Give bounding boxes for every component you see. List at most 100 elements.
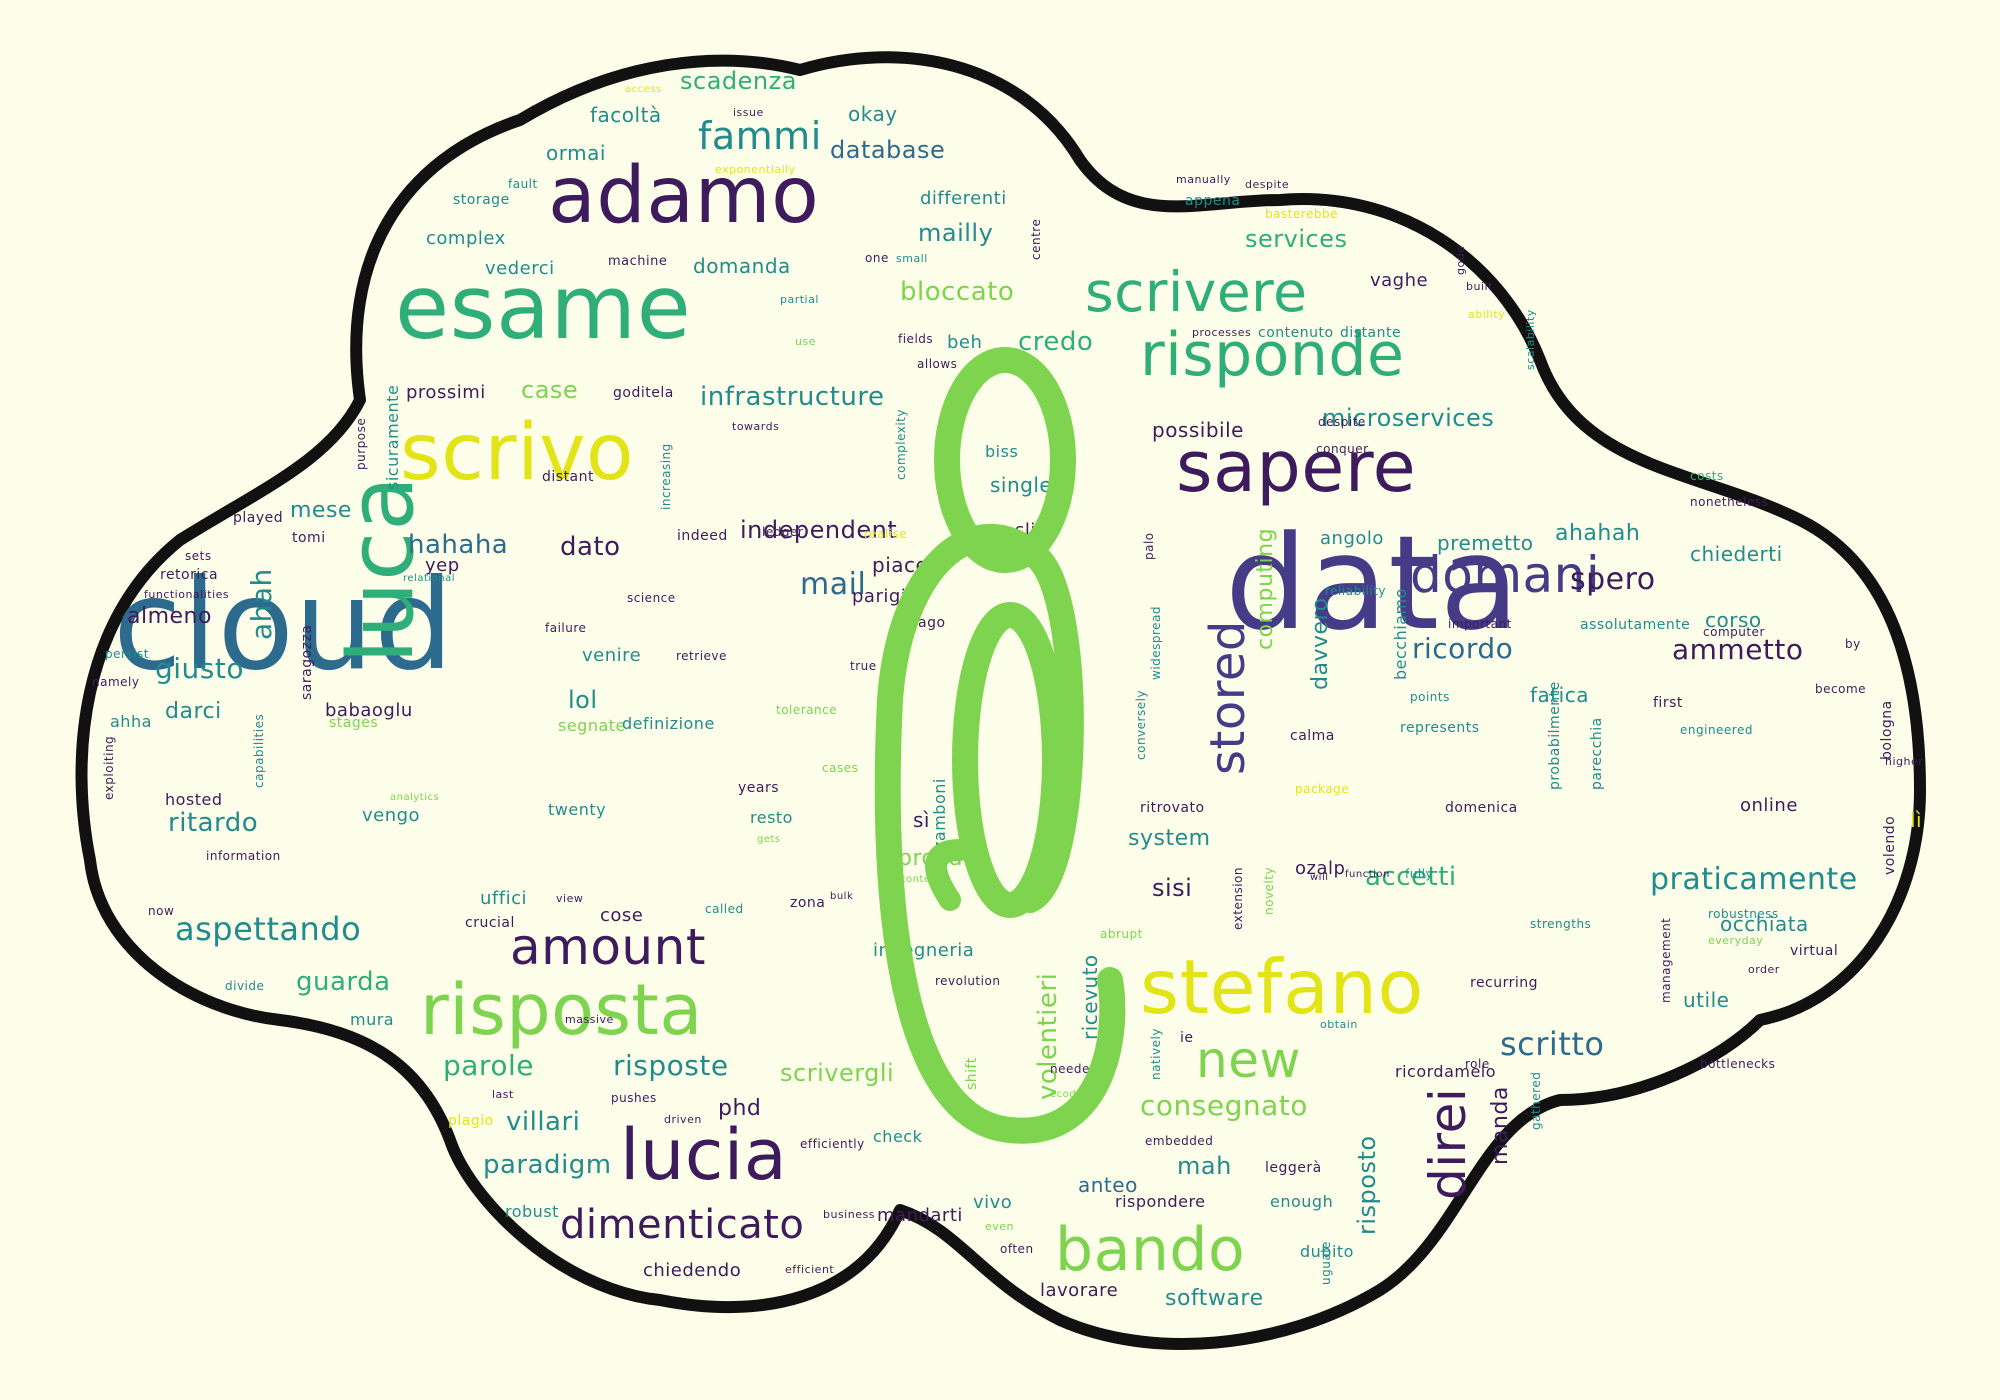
cloud-word: venire: [582, 645, 642, 666]
cloud-word: parole: [443, 1049, 534, 1082]
cloud-word: called: [705, 902, 744, 916]
cloud-outline: [75, 51, 1926, 1350]
cloud-word: giusto: [155, 652, 244, 685]
cloud-word: uffici: [480, 888, 527, 909]
cloud-word: fields: [898, 332, 934, 346]
cloud-word: machine: [608, 254, 668, 269]
cloud-word: package: [1295, 782, 1350, 796]
cloud-word: often: [1000, 1242, 1034, 1256]
cloud-word: strengths: [1530, 917, 1592, 931]
cloud-word: one: [865, 251, 889, 265]
cloud-word: fault: [508, 177, 538, 191]
cloud-word: chiederti: [1690, 542, 1783, 566]
cloud-word: information: [206, 849, 281, 863]
cloud-word: efficient: [785, 1263, 835, 1276]
cloud-word: issue: [733, 106, 764, 119]
cloud-word: abrupt: [1100, 927, 1143, 941]
cloud-word: scadenza: [680, 67, 797, 95]
cloud-word: consegnato: [1140, 1089, 1308, 1122]
cloud-word: first: [1653, 695, 1683, 711]
cloud-word: infrastructure: [700, 382, 885, 412]
cloud-word: namely: [92, 675, 140, 689]
cloud-word: check: [873, 1127, 923, 1146]
cloud-word: possibile: [1152, 418, 1244, 442]
cloud-word: ability: [1468, 308, 1506, 321]
cloud-word: role: [1465, 1057, 1490, 1071]
cloud-word: mandarti: [877, 1205, 963, 1226]
cloud-word: domanda: [693, 254, 791, 278]
cloud-word: points: [1410, 690, 1450, 704]
cloud-word: bando: [1055, 1215, 1246, 1285]
cloud-word: fully: [1405, 867, 1434, 881]
cloud-word: relational: [403, 573, 456, 584]
cloud-word: domenica: [1445, 800, 1518, 816]
cloud-word: system: [1128, 826, 1211, 851]
cloud-word: order: [1748, 963, 1780, 976]
cloud-word: paradigm: [483, 1150, 612, 1180]
cloud-word: goditela: [613, 385, 674, 401]
cloud-word: processes: [1192, 326, 1252, 339]
cloud-word: complex: [426, 228, 506, 249]
cloud-word: amount: [510, 918, 706, 976]
cloud-word: embedded: [1145, 1134, 1214, 1148]
cloud-word: analytics: [390, 792, 440, 803]
cloud-word: praticamente: [1650, 862, 1858, 897]
cloud-word: vaghe: [1370, 270, 1429, 291]
cloud-word: small: [896, 252, 928, 265]
cloud-word: stages: [329, 715, 379, 731]
cloud-word: allows: [917, 357, 958, 371]
cloud-word: represents: [1400, 720, 1480, 736]
cloud-word: almeno: [127, 604, 212, 629]
cloud-word: by: [1845, 637, 1861, 651]
cloud-word: crucial: [465, 915, 515, 931]
cloud-word: beh: [947, 332, 983, 353]
cloud-word: risposte: [613, 1049, 729, 1082]
cloud-word: obtain: [1320, 1018, 1358, 1031]
cloud-word: dubito: [1300, 1242, 1354, 1261]
cloud-word: utile: [1683, 988, 1730, 1012]
cloud-word: babaoglu: [325, 700, 413, 721]
cloud-word: ahahah: [1555, 521, 1641, 546]
cloud-word: database: [830, 136, 946, 164]
cloud-word: online: [1740, 795, 1798, 816]
cloud-word: services: [1245, 225, 1348, 253]
cloud-word: vengo: [362, 805, 421, 826]
cloud-word: software: [1165, 1286, 1264, 1311]
cloud-word: towards: [732, 420, 780, 433]
cloud-word: virtual: [1790, 943, 1839, 959]
cloud-word: indeed: [677, 528, 728, 544]
cloud-word: function: [1345, 869, 1390, 880]
cloud-word: costs: [1690, 469, 1724, 483]
cloud-word: tomi: [292, 530, 326, 546]
cloud-word: phd: [718, 1096, 762, 1121]
cloud-word: zona: [790, 895, 826, 911]
cloud-word: ie: [1180, 1030, 1194, 1046]
cloud-word: calma: [1290, 728, 1335, 744]
cloud-word: important: [1448, 617, 1512, 631]
cloud-word: retorica: [160, 567, 219, 583]
cloud-word: despite: [1245, 178, 1290, 191]
cloud-word: independent: [740, 516, 898, 544]
cloud-word: pushes: [611, 1091, 657, 1105]
cloud-word: true: [850, 659, 877, 673]
cloud-word: realise: [864, 527, 908, 541]
cloud-word: case: [521, 376, 579, 404]
cloud-word: scrivere: [1085, 260, 1308, 324]
cloud-word: ricordamelo: [1395, 1062, 1497, 1081]
cloud-word: storage: [453, 192, 510, 208]
cloud-word: scritto: [1500, 1025, 1605, 1063]
cloud-word: higher: [1885, 755, 1924, 768]
cloud-word: adamo: [548, 151, 820, 241]
cloud-word: partial: [780, 293, 819, 306]
cloud-word: despite: [1318, 415, 1366, 429]
cloud-word: contenuto: [1258, 325, 1334, 341]
cloud-word: sapere: [1176, 426, 1417, 508]
cloud-word: mail: [800, 567, 867, 602]
cloud-word: lol: [568, 686, 598, 714]
cloud-word: accetti: [1365, 862, 1457, 892]
cloud-word: segnate: [558, 716, 626, 735]
cloud-word: appena: [1185, 193, 1241, 209]
cloud-word: okay: [848, 102, 898, 126]
cloud-word: hahaha: [408, 530, 509, 560]
